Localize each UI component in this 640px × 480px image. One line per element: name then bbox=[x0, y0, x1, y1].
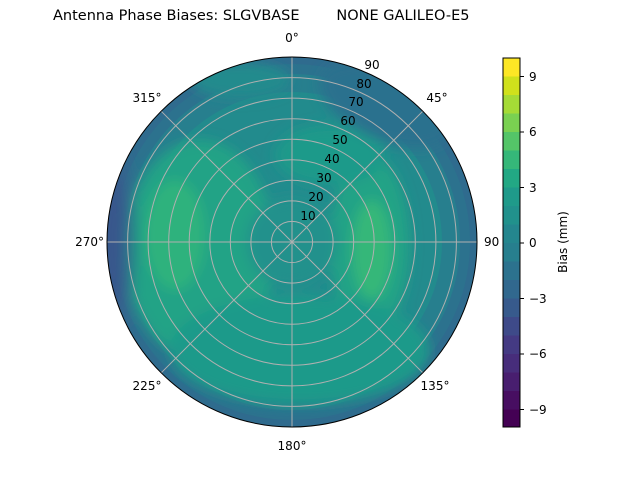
colorbar-tick-9: 9 bbox=[529, 70, 537, 84]
polar-frame bbox=[106, 56, 478, 428]
theta-label-135: 135° bbox=[421, 379, 450, 393]
theta-label-270: 270° bbox=[75, 235, 104, 249]
colorbar-tick-3: 3 bbox=[529, 181, 537, 195]
angular-grid bbox=[107, 57, 477, 427]
theta-label-45: 45° bbox=[426, 91, 447, 105]
colorbar-tick-0: 0 bbox=[529, 236, 537, 250]
colorbar-label: Bias (mm) bbox=[556, 211, 570, 273]
r-label-70: 70 bbox=[348, 95, 363, 109]
r-label-90: 90 bbox=[364, 58, 379, 72]
r-label-20: 20 bbox=[308, 190, 323, 204]
r-label-40: 40 bbox=[324, 152, 339, 166]
r-label-60: 60 bbox=[340, 114, 355, 128]
theta-label-0: 0° bbox=[285, 31, 299, 45]
colorbar-tick-neg3: −3 bbox=[529, 292, 547, 306]
colorbar-tick-6: 6 bbox=[529, 125, 537, 139]
colorbar-tick-neg6: −6 bbox=[529, 347, 547, 361]
theta-label-225: 225° bbox=[133, 379, 162, 393]
r-label-30: 30 bbox=[316, 171, 331, 185]
chart-title: Antenna Phase Biases: SLGVBASE NONE GALI… bbox=[53, 8, 470, 24]
theta-label-90: 90 bbox=[484, 235, 499, 249]
colorbar-tick-neg9: −9 bbox=[529, 403, 547, 417]
theta-label-315: 315° bbox=[133, 91, 162, 105]
theta-label-180: 180° bbox=[278, 439, 307, 453]
r-label-50: 50 bbox=[332, 133, 347, 147]
r-label-80: 80 bbox=[356, 77, 371, 91]
colorbar: 9 6 3 0 −3 −6 −9 Bias (mm) bbox=[502, 57, 570, 428]
r-label-10: 10 bbox=[300, 209, 315, 223]
